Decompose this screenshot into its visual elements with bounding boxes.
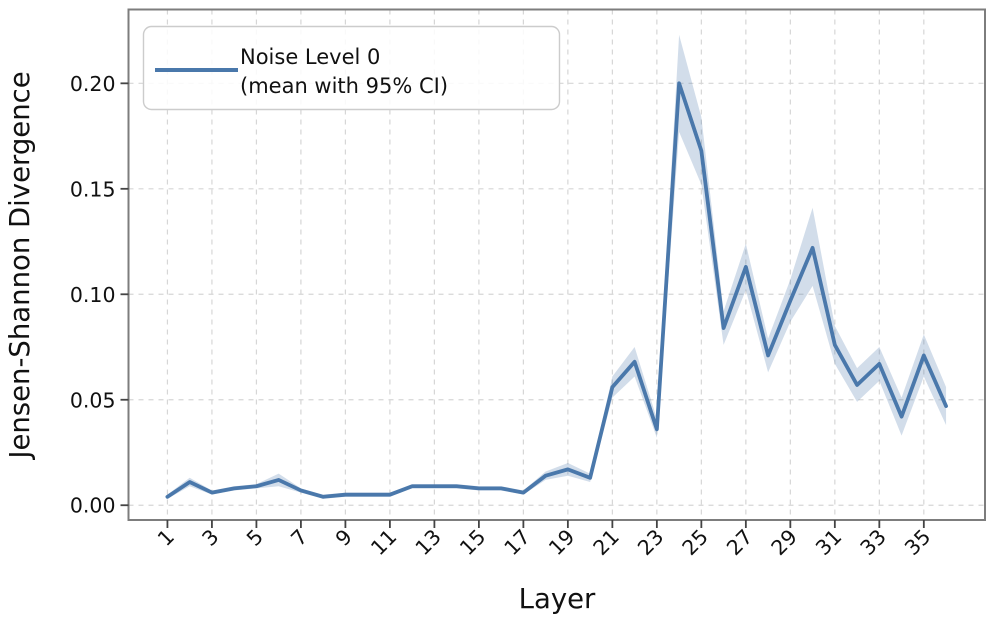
x-axis-label: Layer: [519, 583, 596, 615]
gridlines: [128, 9, 985, 520]
x-tick-label: 19: [544, 525, 579, 560]
legend: Noise Level 0 (mean with 95% CI): [142, 25, 561, 111]
mean-line: [165, 81, 948, 499]
x-tick-label: 9: [331, 525, 357, 551]
x-tick-label: 11: [366, 525, 401, 560]
x-tick-label: 5: [242, 525, 268, 551]
legend-label-line1: Noise Level 0: [240, 45, 380, 69]
x-tick-label: 7: [286, 525, 312, 551]
axes-spines: [127, 8, 986, 521]
x-tick-label: 17: [499, 525, 534, 560]
x-tick-label: 35: [900, 525, 935, 560]
x-tick-label: 21: [588, 525, 623, 560]
y-tick-label: 0.05: [70, 388, 116, 412]
x-tick-label: 23: [633, 525, 668, 560]
x-tick-label: 1: [153, 525, 179, 551]
y-tick-label: 0.15: [70, 177, 116, 201]
x-tick-label: 33: [855, 525, 890, 560]
x-tick-label: 27: [722, 525, 757, 560]
plot-border: [127, 8, 986, 521]
mean-line-noise-level-0: [165, 81, 948, 499]
legend-box: [142, 25, 561, 111]
x-tick-label: 3: [197, 525, 223, 551]
y-axis-label: Jensen-Shannon Divergence: [4, 71, 36, 460]
x-tick-label: 25: [677, 525, 712, 560]
x-tick-label: 15: [455, 525, 490, 560]
x-tick-label: 31: [811, 525, 846, 560]
y-tick-label: 0.00: [70, 494, 116, 518]
legend-label-line2: (mean with 95% CI): [240, 74, 448, 98]
y-tick-label: 0.10: [70, 283, 116, 307]
x-tick-label: 13: [411, 525, 446, 560]
axis-ticks: [120, 82, 925, 528]
y-tick-label: 0.20: [70, 72, 116, 96]
x-tick-label: 29: [766, 525, 801, 560]
